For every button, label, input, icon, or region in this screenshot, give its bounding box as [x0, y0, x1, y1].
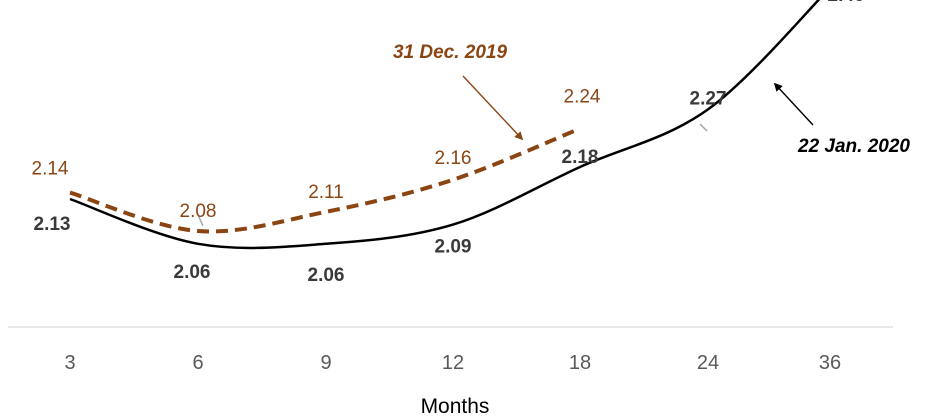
data-label-dec-2019: 2.24 [564, 87, 601, 108]
x-tick-label: 3 [64, 352, 75, 374]
annotation-arrow-jan-2020 [773, 82, 814, 126]
data-label-jan-2020: 2.09 [435, 237, 472, 258]
data-label-jan-2020: 2.46 [828, 0, 865, 6]
x-tick-label: 36 [819, 352, 841, 374]
series-layer [69, 0, 821, 250]
data-labels: 2.14 2.08 2.11 2.16 2.24 2.13 2.06 2.06 2.09 2.18… [32, 0, 865, 286]
data-label-jan-2020: 2.18 [562, 147, 599, 168]
data-label-dec-2019: 2.11 [308, 182, 344, 203]
series-line-jan-2020 [69, 0, 821, 250]
data-label-dec-2019: 2.14 [32, 159, 69, 180]
x-tick-label: 24 [697, 352, 719, 374]
data-label-dec-2019: 2.08 [180, 201, 217, 222]
annotation-jan-2020: 22 Jan. 2020 [797, 136, 910, 157]
data-label-jan-2020: 2.13 [34, 214, 71, 235]
label-leader-line [197, 214, 204, 227]
x-tick-label: 6 [192, 352, 203, 374]
annotation-arrow-dec-2019 [462, 75, 524, 141]
data-label-jan-2020: 2.27 [690, 88, 727, 109]
data-label-dec-2019: 2.16 [435, 148, 472, 169]
annotations: 31 Dec. 2019 22 Jan. 2020 [393, 42, 910, 157]
annotation-dec-2019: 31 Dec. 2019 [393, 42, 508, 63]
data-label-jan-2020: 2.06 [174, 262, 211, 283]
x-tick-label: 12 [442, 352, 464, 374]
x-tick-label: 18 [569, 352, 591, 374]
series-line-dec-2019 [69, 126, 581, 234]
data-label-jan-2020: 2.06 [308, 265, 345, 286]
label-leader-line [699, 123, 708, 132]
x-tick-label: 9 [320, 352, 331, 374]
x-axis-title: Months [421, 395, 490, 418]
x-axis: 3 6 9 12 18 24 36 [8, 326, 893, 374]
